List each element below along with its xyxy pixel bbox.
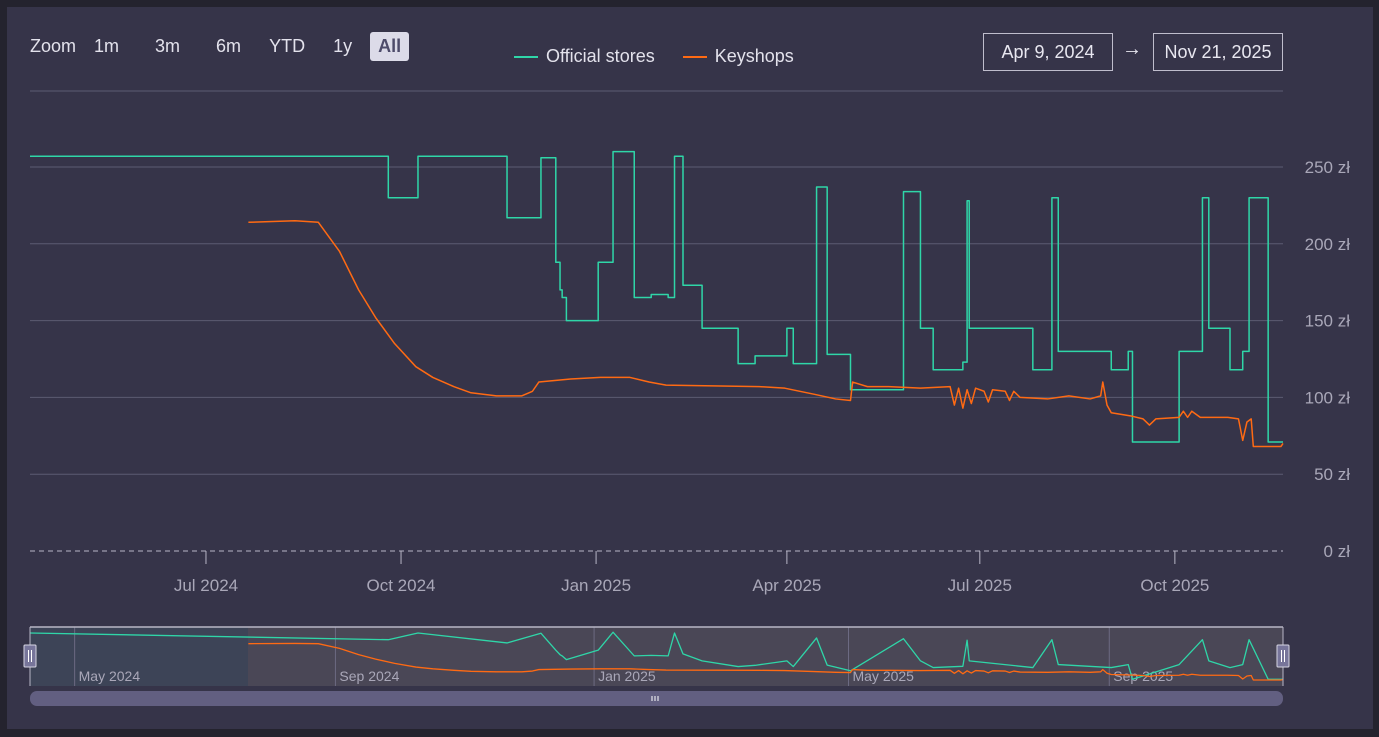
legend-label: Keyshops bbox=[714, 46, 794, 66]
chart-panel bbox=[7, 7, 1373, 729]
x-tick-label: Jul 2025 bbox=[948, 576, 1012, 595]
keyshops-swatch bbox=[682, 55, 707, 58]
navigator-tick-label: May 2024 bbox=[79, 668, 141, 684]
navigator-tick-label: Jan 2025 bbox=[598, 668, 656, 684]
y-tick-label: 50 zł bbox=[1314, 465, 1350, 484]
keyshops-line bbox=[248, 220, 1284, 448]
navigator-official-line bbox=[29, 631, 1283, 680]
zoom-ytd-button[interactable]: YTD bbox=[269, 36, 306, 56]
legend-label: Official stores bbox=[546, 46, 655, 66]
zoom-6m-button[interactable]: 6m bbox=[216, 36, 242, 56]
zoom-label: Zoom bbox=[30, 36, 77, 56]
zoom-all-button[interactable]: All bbox=[370, 32, 410, 61]
navigator-tick-label: May 2025 bbox=[852, 668, 914, 684]
zoom-3m-button[interactable]: 3m bbox=[155, 36, 181, 56]
legend-item-keyshops[interactable]: Keyshops bbox=[682, 46, 794, 67]
y-tick-label: 200 zł bbox=[1305, 235, 1351, 254]
official-stores-swatch bbox=[514, 55, 538, 58]
range-arrow: → bbox=[1122, 38, 1142, 60]
legend-item-official-stores[interactable]: Official stores bbox=[514, 46, 655, 67]
y-tick-label: 100 zł bbox=[1305, 388, 1351, 407]
legend: Official stores Keyshops bbox=[514, 46, 794, 67]
zoom-1y-button[interactable]: 1y bbox=[333, 36, 353, 56]
navigator-scrollbar[interactable] bbox=[30, 691, 1283, 706]
navigator-handle-right[interactable] bbox=[1276, 644, 1290, 668]
date-from-input[interactable]: Apr 9, 2024 bbox=[983, 33, 1113, 71]
y-tick-label: 0 zł bbox=[1324, 542, 1351, 561]
range-selector: Zoom 1m 3m 6m YTD 1y All bbox=[30, 32, 410, 61]
x-tick-label: Jul 2024 bbox=[174, 576, 238, 595]
zoom-1m-button[interactable]: 1m bbox=[94, 36, 120, 56]
handle-grip-icon bbox=[28, 650, 32, 662]
x-tick-label: Oct 2024 bbox=[367, 576, 436, 595]
x-tick-label: Jan 2025 bbox=[561, 576, 631, 595]
y-tick-label: 250 zł bbox=[1305, 158, 1351, 177]
navigator-keyshops-line bbox=[248, 642, 1284, 681]
official-stores-line bbox=[30, 150, 1283, 443]
scrollbar-grip-icon bbox=[651, 696, 659, 701]
date-to-input[interactable]: Nov 21, 2025 bbox=[1153, 33, 1283, 71]
handle-grip-icon bbox=[1281, 650, 1285, 662]
x-tick-label: Oct 2025 bbox=[1140, 576, 1209, 595]
y-tick-label: 150 zł bbox=[1305, 312, 1351, 331]
navigator-area-keyshops bbox=[248, 627, 1283, 686]
navigator-handle-left[interactable] bbox=[23, 644, 37, 668]
x-tick-label: Apr 2025 bbox=[752, 576, 821, 595]
navigator-tick-label: Sep 2024 bbox=[339, 668, 399, 684]
